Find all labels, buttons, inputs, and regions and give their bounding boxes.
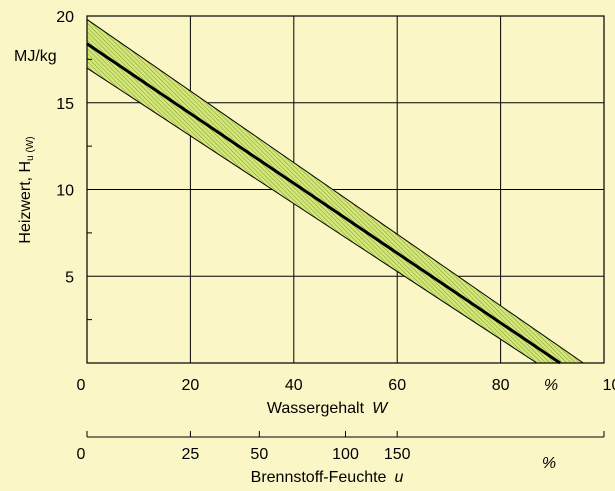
y-unit-label: MJ/kg (14, 48, 57, 65)
y-axis-ticks: 5 10 15 20 (56, 9, 92, 321)
y-axis-title: Heizwert, Hu (W) (17, 136, 36, 243)
x-tick-label: 80 (492, 377, 510, 394)
y-axis-subscript: u (W) (25, 136, 36, 160)
secondary-axis-ticks: 25 50 100 150 (86, 431, 605, 463)
x-axis-ticks: 0 20 40 60 80 100 (77, 377, 615, 394)
plot-frame (86, 15, 605, 364)
x-tick-label: 60 (388, 377, 406, 394)
y-tick-label: 10 (56, 183, 74, 200)
secondary-tick-label: 50 (250, 446, 268, 463)
x-axis-title: Wassergehalt W (267, 400, 389, 417)
secondary-unit-label: % (542, 455, 556, 472)
y-tick-label: 5 (65, 269, 74, 286)
x-tick-label: 100 (603, 377, 615, 394)
secondary-tick-label: 150 (384, 446, 411, 463)
secondary-zero-label: 0 (77, 446, 86, 463)
x-tick-label: 20 (182, 377, 200, 394)
y-tick-label: 20 (56, 9, 74, 26)
secondary-tick-label: 25 (182, 446, 200, 463)
x-tick-label: 0 (77, 377, 86, 394)
secondary-axis-title: Brennstoff-Feuchte u (251, 469, 404, 486)
x-unit-label: % (544, 377, 558, 394)
mean-line (86, 42, 561, 365)
y-tick-label: 15 (56, 96, 74, 113)
x-tick-label: 40 (285, 377, 303, 394)
secondary-tick-label: 100 (332, 446, 359, 463)
